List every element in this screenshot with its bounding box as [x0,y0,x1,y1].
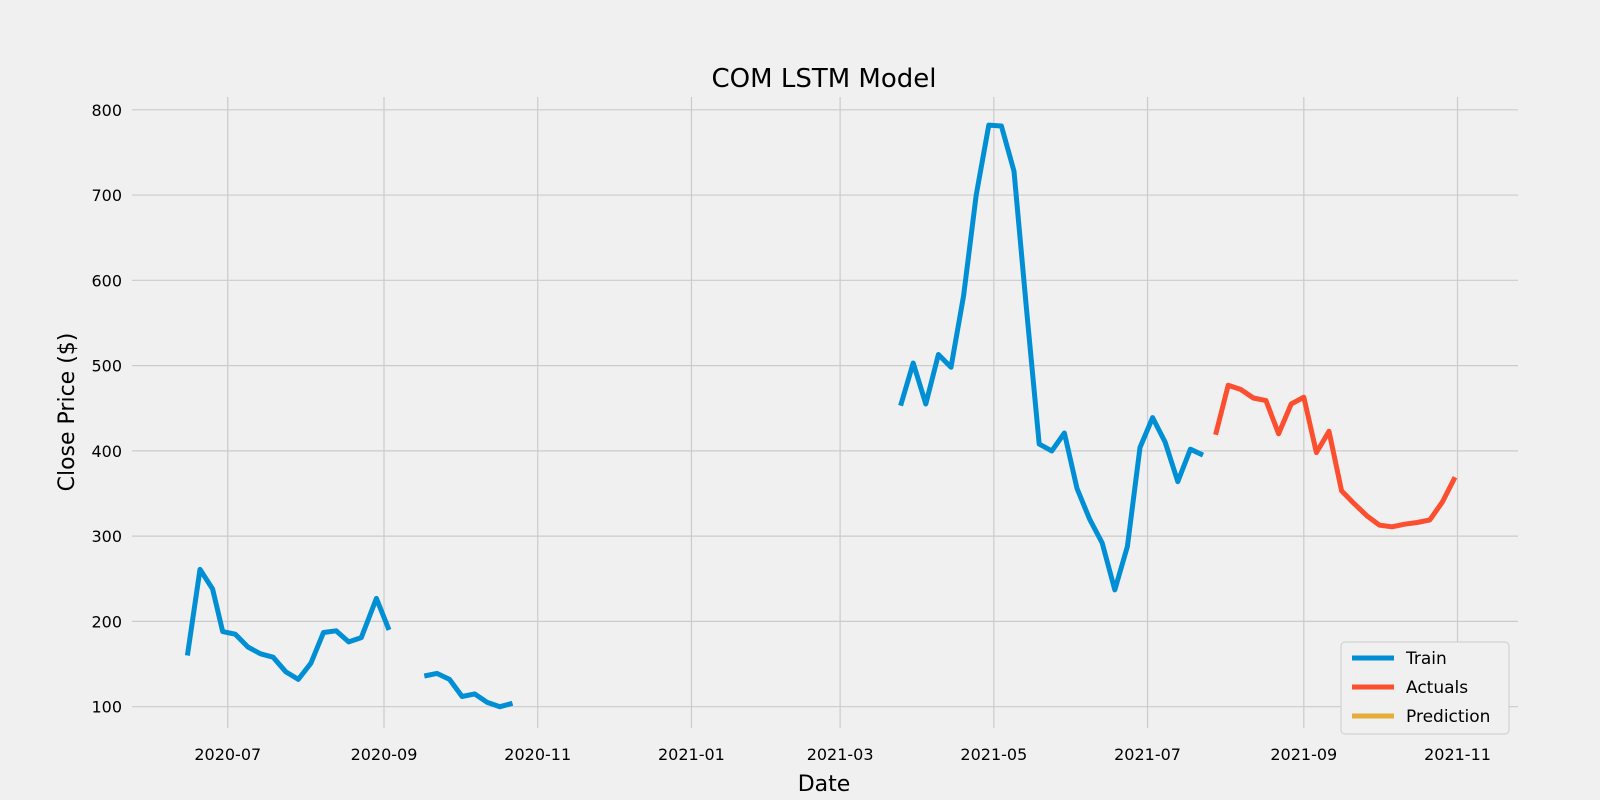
x-tick-label: 2021-07 [1114,745,1181,764]
y-tick-label: 600 [91,271,122,290]
y-tick-label: 300 [91,527,122,546]
x-tick-label: 2021-01 [658,745,725,764]
y-tick-labels: 100 200 300 400 500 600 700 800 [91,101,122,717]
y-axis-label: Close Price ($) [55,333,80,492]
chart-title: COM LSTM Model [712,64,937,94]
x-tick-label: 2021-03 [807,745,874,764]
x-tick-label: 2020-11 [504,745,571,764]
x-axis-label: Date [798,772,851,797]
series-actuals [1213,382,1458,530]
y-tick-label: 700 [91,186,122,205]
y-grid [132,109,1518,708]
legend: Train Actuals Prediction [1340,641,1510,735]
legend-label-prediction: Prediction [1406,707,1490,727]
y-tick-label: 100 [91,698,122,717]
series-layer [184,122,1458,710]
legend-label-train: Train [1405,649,1447,669]
legend-label-actuals: Actuals [1406,678,1468,698]
series-line-train [184,566,392,682]
y-tick-label: 400 [91,442,122,461]
x-tick-label: 2021-11 [1424,745,1491,764]
series-line-train [898,122,1205,593]
x-tick-label: 2020-07 [194,745,261,764]
y-tick-label: 200 [91,612,122,631]
x-tick-labels: 2020-07 2020-09 2020-11 2021-01 2021-03 2021-… [194,745,1491,764]
x-tick-label: 2021-05 [960,745,1027,764]
series-train [184,122,1205,710]
x-tick-label: 2020-09 [351,745,418,764]
legend-frame [1340,641,1510,735]
y-tick-label: 800 [91,101,122,120]
series-line-train [423,670,514,710]
y-tick-label: 500 [91,357,122,376]
series-line-actuals [1213,382,1458,530]
x-tick-label: 2021-09 [1270,745,1337,764]
